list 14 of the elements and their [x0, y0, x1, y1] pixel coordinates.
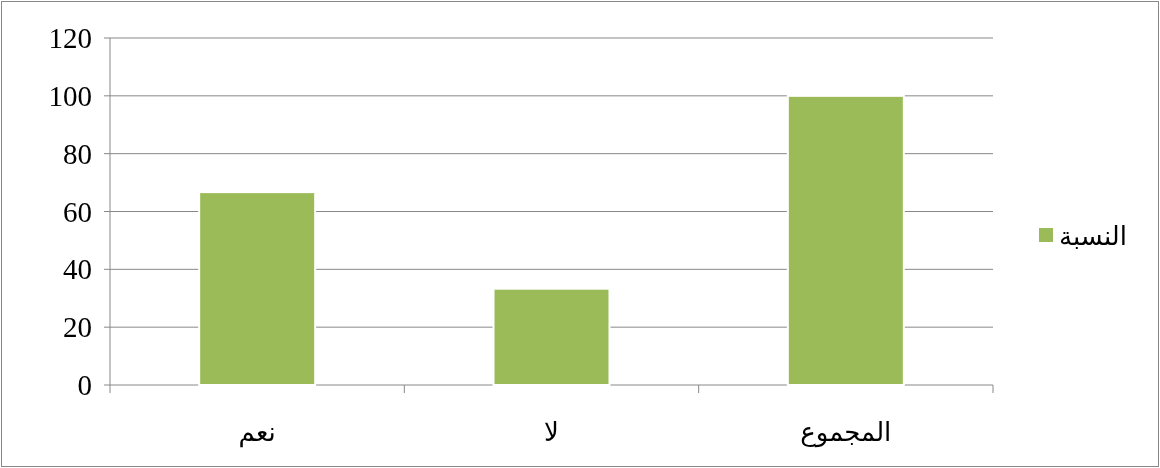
y-tick-label: 20 — [63, 311, 92, 344]
bar — [198, 191, 317, 386]
bar — [492, 287, 611, 386]
x-tick-label: لا — [544, 418, 559, 447]
y-tick-label: 60 — [63, 195, 92, 228]
y-tick-label: 80 — [63, 137, 92, 170]
bar — [786, 94, 905, 386]
y-tick-label: 40 — [63, 253, 92, 286]
y-tick-label: 120 — [48, 22, 92, 54]
y-tick-label: 0 — [77, 369, 92, 401]
y-tick-label: 100 — [48, 79, 92, 112]
legend-label: النسبة — [1059, 222, 1127, 251]
x-tick-label: نعم — [238, 418, 276, 448]
x-tick-label: المجموع — [800, 418, 892, 448]
